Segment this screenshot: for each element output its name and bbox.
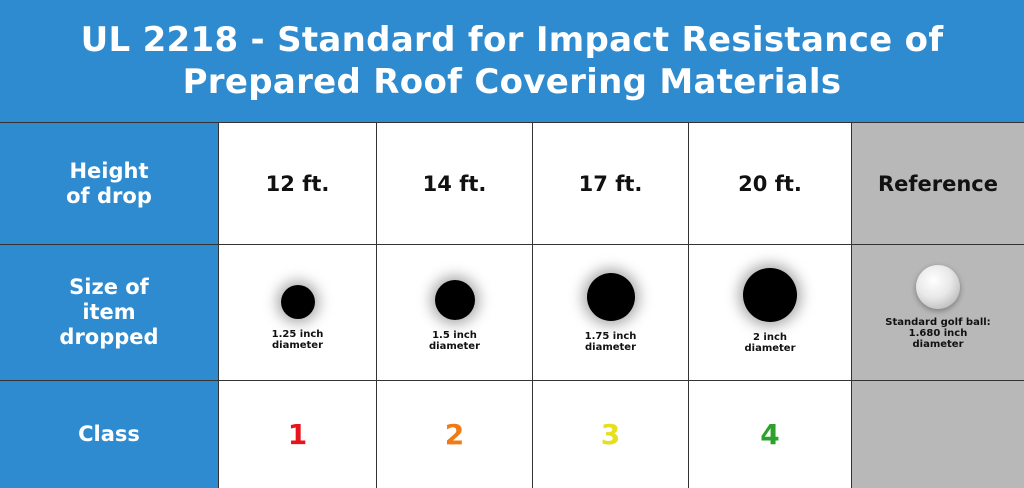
hailstone-icon — [586, 272, 635, 321]
height-cell-4: 20 ft. — [688, 122, 851, 244]
golf-ball-icon — [916, 265, 960, 309]
title-line-2: Prepared Roof Covering Materials — [182, 62, 842, 102]
class-cell-4: 4 — [688, 380, 851, 488]
reference-header-cell: Reference — [851, 122, 1024, 244]
hailstone-icon — [743, 267, 797, 322]
size-cell-3: 1.75 inch diameter — [532, 244, 688, 380]
size-cell-1: 1.25 inch diameter — [218, 244, 376, 380]
class-cell-2: 2 — [376, 380, 532, 488]
row-header-class: Class — [0, 380, 218, 488]
impact-table: Height of drop 12 ft. 14 ft. 17 ft. 20 f… — [0, 122, 1024, 488]
height-cell-3: 17 ft. — [532, 122, 688, 244]
reference-class-cell — [851, 380, 1024, 488]
reference-size-cell: Standard golf ball: 1.680 inch diameter — [851, 244, 1024, 380]
height-cell-1: 12 ft. — [218, 122, 376, 244]
class-cell-1: 1 — [218, 380, 376, 488]
row-header-size: Size of item dropped — [0, 244, 218, 380]
row-header-height: Height of drop — [0, 122, 218, 244]
height-cell-2: 14 ft. — [376, 122, 532, 244]
hailstone-icon — [280, 284, 315, 319]
page-title: UL 2218 - Standard for Impact Resistance… — [0, 0, 1024, 122]
size-cell-4: 2 inch diameter — [688, 244, 851, 380]
title-line-1: UL 2218 - Standard for Impact Resistance… — [80, 20, 944, 60]
size-cell-2: 1.5 inch diameter — [376, 244, 532, 380]
hailstone-icon — [434, 279, 475, 320]
class-cell-3: 3 — [532, 380, 688, 488]
